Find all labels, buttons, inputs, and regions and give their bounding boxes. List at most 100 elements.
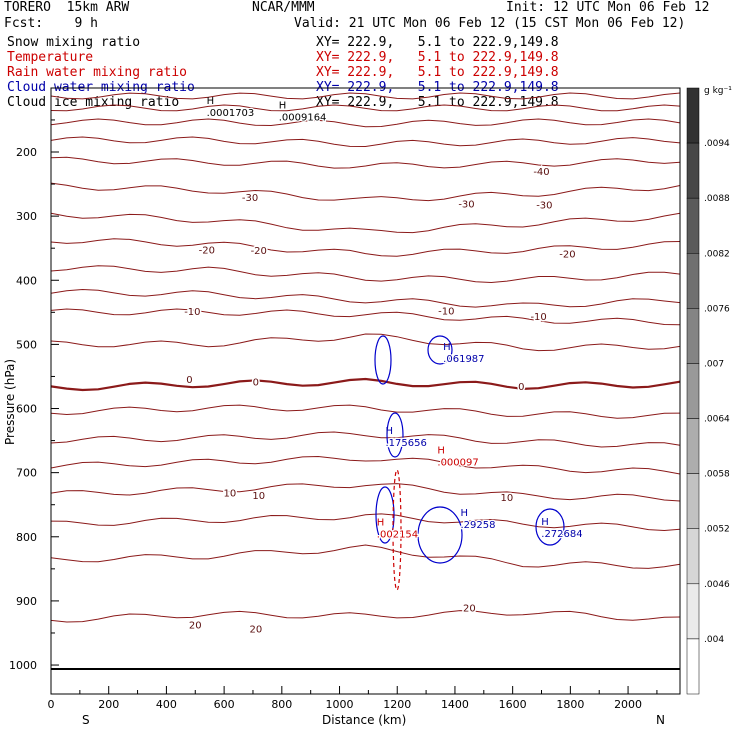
colorbar-segment	[686, 528, 700, 585]
x-tick-label: 200	[98, 698, 119, 711]
x-tick-label: 1000	[326, 698, 354, 711]
y-tick-label: 700	[16, 467, 37, 480]
max-value-label: .002154	[377, 529, 418, 540]
max-value-label: .0009164	[279, 113, 327, 124]
x-axis: 0 200 400 600 800 1000 1200 1400 1600 1800 2000	[48, 686, 658, 711]
temperature-contour-label: -20	[559, 249, 575, 260]
colorbar-segment	[686, 87, 700, 144]
valid-label: Valid: 21 UTC Mon 06 Feb 12 (15 CST Mon …	[294, 16, 686, 31]
colorbar-segment	[686, 142, 700, 199]
temperature-contour-label: 0	[253, 378, 259, 389]
temperature-contour-label: -40	[533, 167, 549, 178]
colorbar-tick-label: .0058	[704, 470, 730, 480]
colorbar-segment	[686, 418, 700, 474]
temperature-contour-label: -10	[184, 307, 200, 318]
cloud-water-contour	[375, 486, 395, 544]
isotherm-line	[50, 238, 681, 257]
isotherm-line	[50, 212, 681, 234]
temperature-contour-label: -20	[251, 246, 267, 257]
colorbar-segment	[686, 197, 700, 254]
temperature-contour-label: -30	[458, 199, 474, 210]
isotherm-line	[50, 377, 681, 392]
colorbar-tick-label: .0094	[704, 139, 730, 149]
y-tick-label: 900	[16, 595, 37, 608]
field-xy-temperature: XY= 222.9, 5.1 to 222.9,149.8	[316, 50, 559, 65]
max-value-label: .0001703	[207, 108, 255, 119]
cloud-water-contour	[535, 508, 565, 546]
isotherm-line	[50, 265, 681, 284]
temperature-contour-label: -10	[438, 306, 454, 317]
init-label: Init: 12 UTC Mon 06 Feb 12	[506, 0, 710, 15]
isotherm-line	[50, 156, 681, 169]
colorbar-unit: g kg⁻¹	[704, 86, 732, 96]
forecast-label: Fcst: 9 h	[4, 16, 98, 31]
isotherm-line	[50, 333, 681, 352]
south-label: S	[82, 713, 90, 727]
model-label: TORERO 15km ARW	[4, 0, 130, 15]
isotherm-line	[50, 104, 681, 112]
colorbar-tick-label: .0088	[704, 194, 730, 204]
colorbar-tick-label: .0046	[704, 580, 730, 590]
y-tick-label: 200	[16, 146, 37, 159]
y-tick-label: 500	[16, 338, 37, 351]
field-name-snow: Snow mixing ratio	[7, 35, 141, 50]
max-labels: H.0001703H.0009164H.061987H.175656H.0000…	[205, 96, 584, 542]
cloud-water-contour	[417, 506, 463, 564]
colorbar-tick-label: .0082	[704, 249, 730, 259]
colorbar-segment	[686, 583, 700, 640]
max-value-label: .175656	[385, 438, 426, 449]
field-name-temperature: Temperature	[7, 50, 94, 65]
isotherm-line	[50, 544, 681, 569]
colorbar-tick-label: .0064	[704, 415, 730, 425]
isotherm-line	[50, 92, 681, 100]
temperature-contour-label: 0	[186, 375, 192, 386]
max-value-label: .272684	[541, 529, 582, 540]
field-xy-snow: XY= 222.9, 5.1 to 222.9,149.8	[316, 35, 559, 50]
temperature-contour-label: 10	[252, 491, 265, 502]
x-tick-label: 400	[156, 698, 177, 711]
isotherm-line	[50, 136, 681, 148]
center-label: NCAR/MMM	[252, 0, 315, 15]
isotherm-line	[50, 182, 681, 202]
y-tick-label: 1000	[9, 659, 37, 672]
y-tick-label: 800	[16, 531, 37, 544]
temperature-contours	[50, 92, 681, 670]
y-tick-label: 400	[16, 274, 37, 287]
plot-frame	[50, 87, 681, 695]
north-label: N	[656, 713, 665, 727]
colorbar: .0094 .0088 .0082 .0076 .007 .0064 .0058 .0052.…	[686, 87, 730, 695]
x-tick-label: 600	[214, 698, 235, 711]
x-tick-label: 800	[271, 698, 292, 711]
colorbar-segment	[686, 308, 700, 364]
isotherm-line	[50, 308, 681, 326]
max-value-label: .29258	[460, 520, 495, 531]
max-marker: H	[385, 426, 393, 437]
temperature-contour-label: -30	[242, 193, 258, 204]
temperature-contour-label: 20	[463, 603, 476, 614]
colorbar-tick-label: .0052	[704, 525, 730, 535]
temperature-contour-label: 20	[249, 624, 262, 635]
colorbar-segment	[686, 473, 700, 529]
max-marker: H	[460, 508, 468, 519]
colorbar-tick-label: .0076	[704, 304, 730, 314]
cloud-water-contour	[386, 412, 404, 458]
max-value-label: .000097	[437, 458, 478, 469]
x-tick-label: 1600	[499, 698, 527, 711]
isotherm-line	[50, 610, 681, 623]
temperature-contour-label: 0	[518, 382, 524, 393]
x-tick-label: 1400	[441, 698, 469, 711]
field-name-cloud-ice: Cloud ice mixing ratio	[7, 95, 180, 110]
temperature-contour-label: -20	[199, 245, 215, 256]
x-tick-label: 2000	[614, 698, 642, 711]
temperature-contour-label: 10	[501, 493, 514, 504]
isotherm-line	[50, 288, 681, 308]
isotherm-line	[50, 118, 681, 128]
x-tick-label: 0	[48, 698, 55, 711]
colorbar-segment	[686, 253, 700, 309]
contour-labels: -40 -30 -30 -30 -20 -20 -20 -10 -10 -10 0 0 0 10 10 10 2…	[183, 166, 577, 637]
y-tick-label: 300	[16, 210, 37, 223]
temperature-contour-label: 10	[224, 489, 237, 500]
hydrometeor-contours	[374, 335, 565, 591]
colorbar-tick-label: .004	[704, 635, 724, 645]
colorbar-segment	[686, 638, 700, 695]
